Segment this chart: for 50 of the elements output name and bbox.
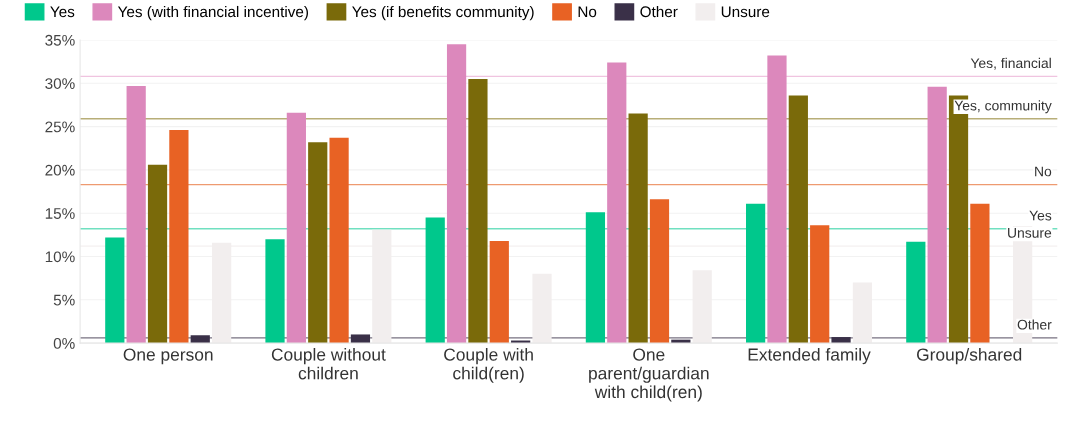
x-tick-label: One person: [123, 348, 213, 365]
legend-label: Yes: [50, 6, 75, 18]
bar: [105, 237, 125, 344]
bar: [607, 62, 627, 344]
bar: [425, 217, 445, 344]
bar: [350, 334, 371, 344]
bar: [468, 78, 488, 344]
x-tick-label: Couple with child(ren): [444, 347, 533, 383]
legend-label: Other: [640, 5, 678, 18]
bar: [767, 55, 787, 344]
legend-label: Yes (if benefits community): [352, 5, 534, 21]
bar: [446, 44, 467, 344]
bar: [585, 212, 606, 344]
y-tick-label: 25%: [45, 121, 75, 133]
bar: [169, 130, 189, 344]
ref-line-label: Unsure: [1008, 228, 1052, 238]
x-tick-label: Group/shared: [917, 347, 1022, 365]
legend-label: No: [578, 6, 597, 18]
bar: [927, 86, 947, 344]
bar: [265, 239, 285, 344]
y-tick-label: 0%: [53, 337, 75, 349]
bar: [788, 95, 808, 344]
y-tick-label: 35%: [45, 34, 75, 46]
bar: [906, 241, 926, 344]
bar: [970, 203, 990, 344]
bar: [329, 137, 349, 344]
bar: [286, 112, 306, 344]
x-tick-label: One parent/guardian with child(ren): [589, 348, 709, 402]
ref-line-label: Yes, financial: [970, 57, 1051, 70]
bar: [649, 199, 670, 344]
y-tick-label: 30%: [45, 78, 75, 89]
y-tick-label: 20%: [45, 164, 75, 176]
ref-line-label: Yes: [1029, 210, 1052, 221]
bar: [489, 240, 509, 344]
bar: [628, 113, 648, 344]
y-tick-label: 10%: [45, 251, 75, 263]
ref-line-label: Other: [1017, 319, 1052, 330]
bar: [147, 164, 168, 344]
x-tick-label: Extended family: [748, 347, 871, 365]
legend-label: Yes (with financial incentive): [117, 5, 309, 21]
bar: [810, 225, 830, 344]
bar: [746, 203, 766, 344]
y-tick-label: 5%: [53, 294, 75, 306]
legend-label: Unsure: [721, 6, 770, 18]
bar: [308, 142, 328, 344]
ref-line-label: Yes, community: [954, 100, 1052, 114]
ref-line-label: No: [1035, 166, 1052, 177]
y-tick-label: 15%: [45, 208, 75, 219]
bar: [126, 85, 146, 344]
x-tick-label: Couple without children: [271, 347, 386, 380]
